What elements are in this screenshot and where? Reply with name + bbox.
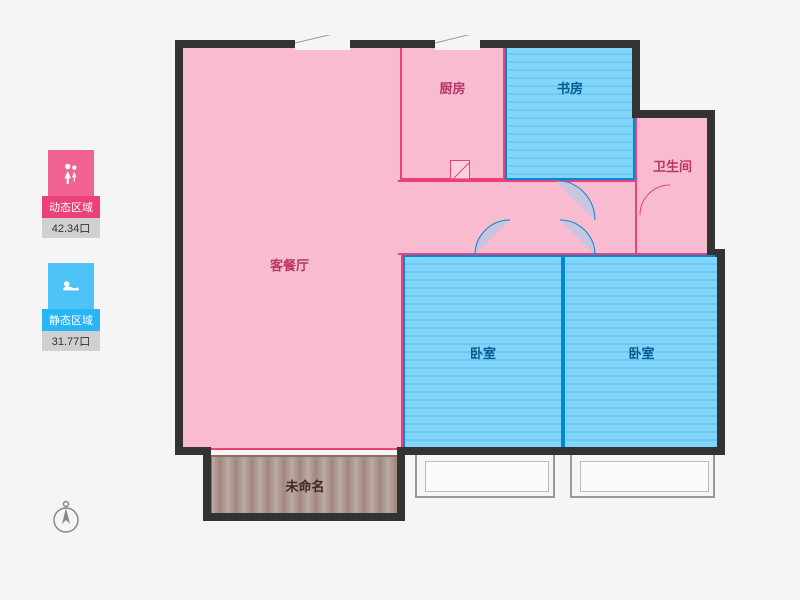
wall	[397, 447, 405, 519]
room-bedroom2-label: 卧室	[628, 343, 654, 362]
wall	[707, 110, 715, 255]
room-living	[180, 45, 403, 450]
wall	[400, 447, 725, 455]
kitchen-marker	[450, 160, 470, 180]
wall	[203, 513, 405, 521]
people-icon	[48, 150, 94, 196]
room-bathroom-label: 卫生间	[653, 156, 692, 175]
legend-static-value: 31.77口	[42, 331, 100, 351]
wall	[175, 40, 183, 455]
legend-static: 静态区域 31.77口	[42, 263, 100, 351]
wall	[632, 40, 640, 115]
wall	[717, 249, 725, 454]
sleep-icon	[48, 263, 94, 309]
legend-dynamic: 动态区域 42.34口	[42, 150, 100, 238]
room-unnamed: 未命名	[210, 455, 400, 515]
balcony-1	[415, 453, 555, 498]
wall	[175, 447, 211, 455]
room-bedroom1-label: 卧室	[470, 343, 496, 362]
legend-panel: 动态区域 42.34口 静态区域 31.77口	[42, 150, 100, 376]
floorplan: 客餐厅 厨房 书房 卫生间 卧室 卧室 未命名	[175, 35, 740, 555]
room-kitchen-label: 厨房	[439, 78, 465, 97]
room-bathroom: 卫生间	[635, 115, 710, 255]
wall	[632, 110, 715, 118]
legend-dynamic-value: 42.34口	[42, 218, 100, 238]
room-study: 书房	[505, 45, 635, 180]
wall	[175, 40, 640, 48]
legend-dynamic-label: 动态区域	[42, 196, 100, 218]
door-gap	[435, 38, 480, 50]
room-living-label: 客餐厅	[270, 255, 309, 274]
compass-icon	[48, 500, 84, 541]
room-study-label: 书房	[557, 78, 583, 97]
room-unnamed-label: 未命名	[285, 476, 324, 495]
legend-static-label: 静态区域	[42, 309, 100, 331]
door-gap	[295, 38, 350, 50]
wall	[203, 450, 211, 520]
room-bedroom1: 卧室	[403, 255, 563, 450]
balcony-2	[570, 453, 715, 498]
room-bedroom2: 卧室	[563, 255, 720, 450]
